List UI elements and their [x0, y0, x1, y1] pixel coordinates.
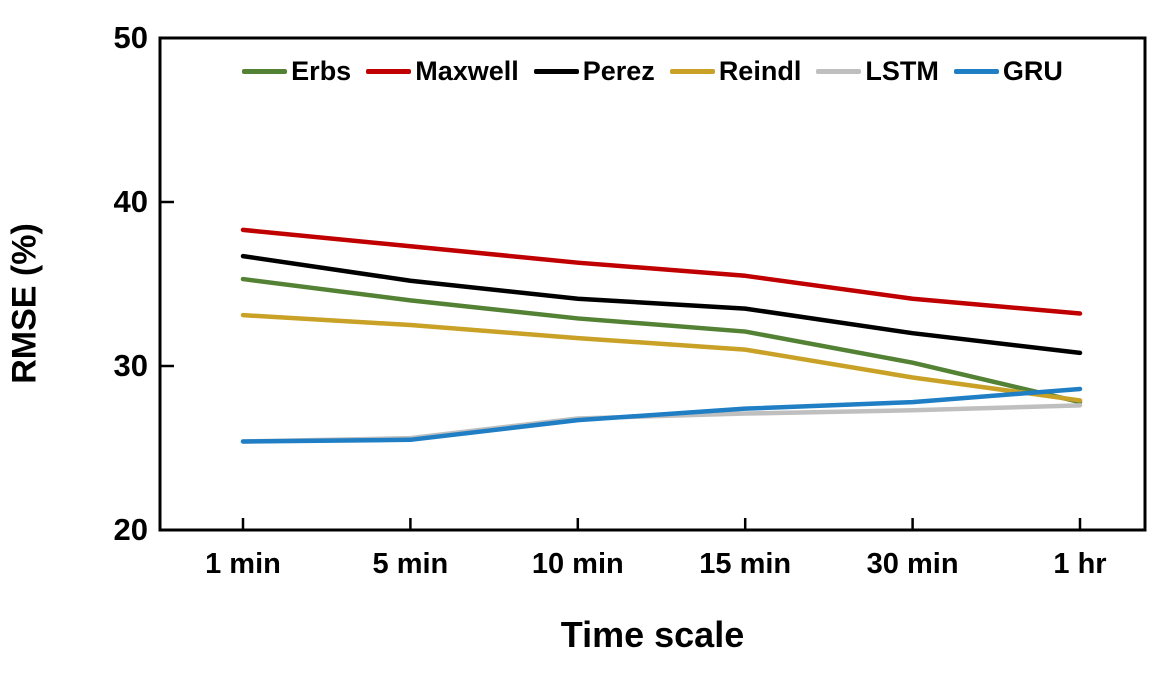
series-line-reindl [240, 312, 1083, 403]
series-line-maxwell [240, 227, 1083, 316]
series-line-perez [240, 253, 1083, 356]
x-tick-label-1-hr: 1 hr [1053, 548, 1107, 580]
y-tick-label-50: 50 [113, 20, 148, 55]
legend-label-erbs: Erbs [291, 56, 352, 86]
legend-swatch-lstm [816, 69, 862, 74]
legend-item-reindl: Reindl [669, 56, 802, 86]
legend: Erbs Maxwell Perez Reindl LSTM GRU [160, 58, 1145, 85]
plot-border [158, 36, 1147, 532]
legend-swatch-perez [533, 69, 579, 74]
x-tick-label-30-min: 30 min [866, 548, 959, 580]
y-tick-label-40: 40 [113, 184, 148, 219]
x-tick-label-10-min: 10 min [531, 548, 624, 580]
x-tick-label-1-min: 1 min [205, 548, 281, 580]
legend-item-erbs: Erbs [242, 58, 351, 85]
legend-swatch-reindl [669, 69, 715, 74]
legend-item-maxwell: Maxwell [366, 58, 519, 85]
legend-swatch-erbs [242, 69, 288, 74]
y-axis-tick-labels: 20 30 40 50 [70, 0, 148, 684]
x-axis-title: Time scale [560, 614, 745, 655]
legend-item-gru: GRU [953, 56, 1063, 86]
legend-swatch-gru [953, 69, 999, 74]
legend-item-perez: Perez [533, 56, 655, 86]
series-line-lstm [240, 403, 1083, 444]
legend-label-gru: GRU [1002, 56, 1063, 86]
series-line-erbs [240, 276, 1083, 405]
legend-label-maxwell: Maxwell [415, 56, 519, 86]
y-tick-label-30: 30 [113, 348, 148, 383]
legend-item-lstm: LSTM [816, 58, 939, 85]
x-tick-label-15-min: 15 min [699, 548, 792, 580]
legend-swatch-maxwell [366, 69, 412, 74]
legend-label-reindl: Reindl [718, 56, 802, 86]
legend-label-perez: Perez [582, 56, 655, 86]
series-line-gru [240, 386, 1083, 444]
x-tick-label-5-min: 5 min [372, 548, 449, 580]
y-tick-label-20: 20 [113, 512, 148, 547]
legend-label-lstm: LSTM [865, 56, 939, 86]
